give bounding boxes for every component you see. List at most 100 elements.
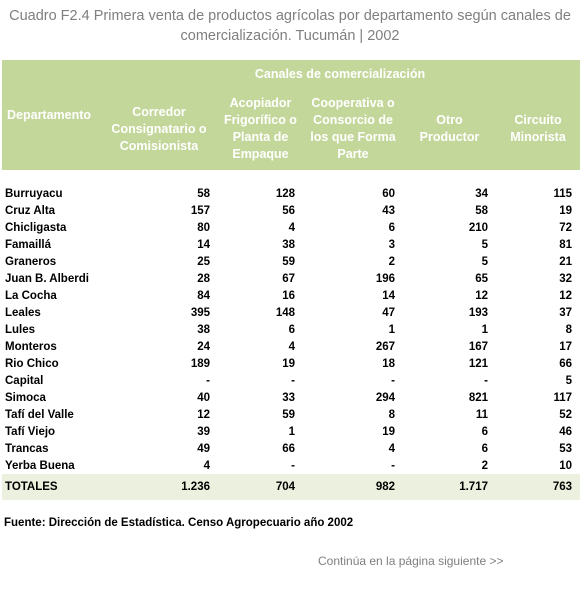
column-header: Circuito Minorista [496, 88, 580, 170]
cell: 121 [468, 357, 488, 370]
cell: - [291, 374, 295, 387]
cell: 80 [197, 221, 210, 234]
cell: 267 [375, 340, 395, 353]
title: Cuadro F2.4 Primera venta de productos a… [9, 8, 571, 44]
cell: 4 [288, 340, 295, 353]
row: Lules 38 6 1 1 8 [2, 321, 580, 338]
cell: - [291, 459, 295, 472]
cell: 66 [559, 357, 572, 370]
cell: 5 [481, 238, 488, 251]
cell: - [391, 374, 395, 387]
cell: 12 [559, 289, 572, 302]
cell: 14 [382, 289, 395, 302]
row-label: Famaillá [5, 238, 52, 251]
cell: 5 [565, 374, 572, 387]
cell: 60 [382, 187, 395, 200]
cell: 167 [468, 340, 488, 353]
source: Fuente: Dirección de Estadística. Censo … [4, 517, 354, 529]
cell: 18 [382, 357, 395, 370]
cell: 1 [481, 323, 488, 336]
cell: 294 [375, 391, 395, 404]
row: Rio Chico 189 19 18 121 66 [2, 355, 580, 372]
cell: 117 [553, 391, 572, 404]
cell: 84 [197, 289, 210, 302]
column-header: Cooperativa o Consorcio de los que Forma… [303, 88, 403, 170]
group-header: Canales de comercialización [100, 60, 580, 88]
cell: 72 [559, 221, 572, 234]
cell: 49 [197, 442, 210, 455]
cell: 58 [197, 187, 210, 200]
cell: 19 [382, 425, 395, 438]
cell: 59 [282, 408, 295, 421]
cell: 2 [481, 459, 488, 472]
row: Burruyacu 58 128 60 34 115 [2, 185, 580, 202]
cell: 59 [282, 255, 295, 268]
cell: 17 [559, 340, 572, 353]
cell: 56 [282, 204, 295, 217]
row: Chicligasta 80 4 6 210 72 [2, 219, 580, 236]
row-label: Capital [5, 374, 44, 387]
cell: 19 [559, 204, 572, 217]
row-label: Monteros [5, 340, 57, 353]
column-header: Otro Productor [403, 88, 496, 170]
cell: 2 [388, 255, 395, 268]
cell: 11 [475, 408, 488, 421]
row: Yerba Buena 4 - - 2 10 [2, 457, 580, 474]
row-label: Juan B. Alberdi [5, 272, 89, 285]
cell: 8 [388, 408, 395, 421]
cell: 704 [218, 474, 303, 500]
cell: 65 [475, 272, 488, 285]
row-label: La Cocha [5, 289, 57, 302]
cell: 128 [275, 187, 295, 200]
row: Tafí Viejo 39 1 19 6 46 [2, 423, 580, 440]
row-label: Graneros [5, 255, 57, 268]
cell: 33 [282, 391, 295, 404]
cell: 982 [303, 474, 403, 500]
cell: 4 [203, 459, 210, 472]
cell: 395 [190, 306, 210, 319]
cell: 12 [475, 289, 488, 302]
row-label: Simoca [5, 391, 46, 404]
cell: 37 [559, 306, 572, 319]
cell: 210 [468, 221, 488, 234]
cell: 52 [559, 408, 572, 421]
cell: - [484, 374, 488, 387]
cell: 53 [559, 442, 572, 455]
cell: 16 [282, 289, 295, 302]
cell: 19 [282, 357, 295, 370]
cell: 3 [388, 238, 395, 251]
cell: 46 [559, 425, 572, 438]
cell: 67 [282, 272, 295, 285]
cell: 38 [282, 238, 295, 251]
column-header: Corredor Consignatario o Comisionista [100, 88, 218, 170]
cell: 12 [197, 408, 210, 421]
cell: 10 [559, 459, 572, 472]
cell: - [206, 374, 210, 387]
cell: 157 [190, 204, 210, 217]
row: Cruz Alta 157 56 43 58 19 [2, 202, 580, 219]
cell: 763 [496, 474, 580, 500]
cell: 81 [559, 238, 572, 251]
cell: 1.717 [403, 474, 496, 500]
row: Trancas 49 66 4 6 53 [2, 440, 580, 457]
row-label: Leales [5, 306, 41, 319]
cell: 6 [288, 323, 295, 336]
cell: 4 [388, 442, 395, 455]
column-header: Acopiador Frigorífico o Planta de Empaqu… [218, 88, 303, 170]
row: La Cocha 84 16 14 12 12 [2, 287, 580, 304]
cell: 43 [382, 204, 395, 217]
totals-row: TOTALES 1.236 704 982 1.717 763 [2, 474, 580, 500]
row: Capital - - - - 5 [2, 372, 580, 389]
cell: 1 [388, 323, 395, 336]
row-label: TOTALES [2, 474, 100, 500]
cell: 6 [481, 442, 488, 455]
cell: 5 [481, 255, 488, 268]
cell: 25 [197, 255, 210, 268]
cell: 24 [197, 340, 210, 353]
cell: 58 [475, 204, 488, 217]
cell: - [391, 459, 395, 472]
row-label: Yerba Buena [5, 459, 75, 472]
continue-note: Continúa en la página siguiente >> [318, 554, 504, 568]
row: Tafí del Valle 12 59 8 11 52 [2, 406, 580, 423]
